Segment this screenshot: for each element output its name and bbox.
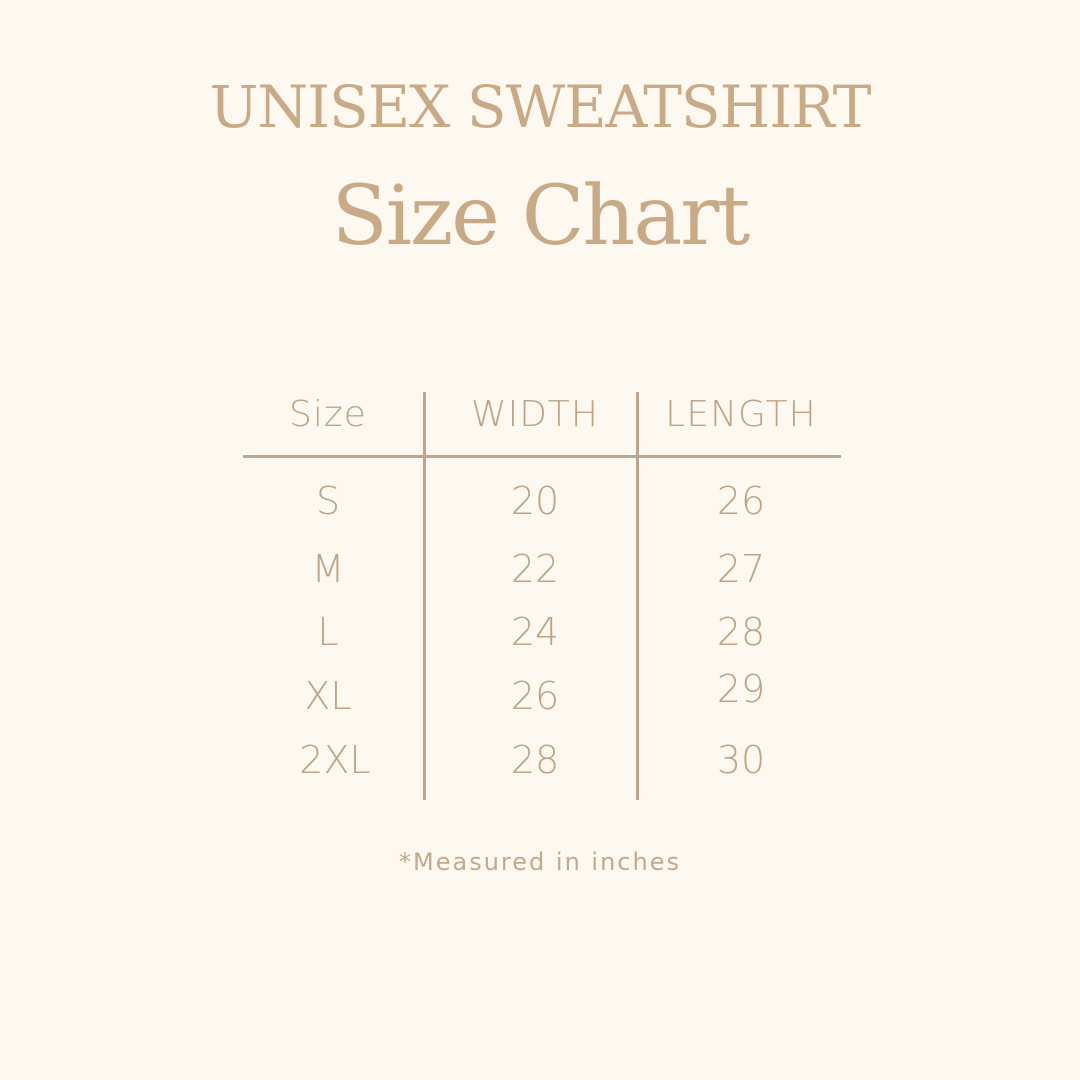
column-divider — [423, 392, 426, 800]
length-cell: 30 — [716, 738, 766, 782]
page-subtitle: Size Chart — [331, 169, 751, 264]
size-cell: M — [311, 547, 345, 591]
length-cell: 29 — [716, 667, 766, 711]
size-cell: L — [317, 610, 339, 654]
header-length: LENGTH — [665, 394, 817, 435]
size-cell: S — [315, 479, 341, 523]
length-cell: 27 — [716, 547, 766, 591]
header-width: WIDTH — [471, 394, 599, 435]
page-title: UNISEX SWEATSHIRT — [209, 73, 872, 141]
width-cell: 20 — [510, 479, 560, 523]
header-size: Size — [289, 394, 367, 435]
size-cell: 2XL — [299, 738, 371, 782]
length-cell: 28 — [716, 610, 766, 654]
size-cell: XL — [304, 674, 352, 718]
length-cell: 26 — [716, 479, 766, 523]
column-divider — [636, 392, 639, 800]
header-divider — [243, 455, 841, 458]
footnote: *Measured in inches — [399, 848, 681, 876]
width-cell: 22 — [510, 547, 560, 591]
width-cell: 26 — [510, 674, 560, 718]
width-cell: 24 — [510, 610, 560, 654]
width-cell: 28 — [510, 738, 560, 782]
